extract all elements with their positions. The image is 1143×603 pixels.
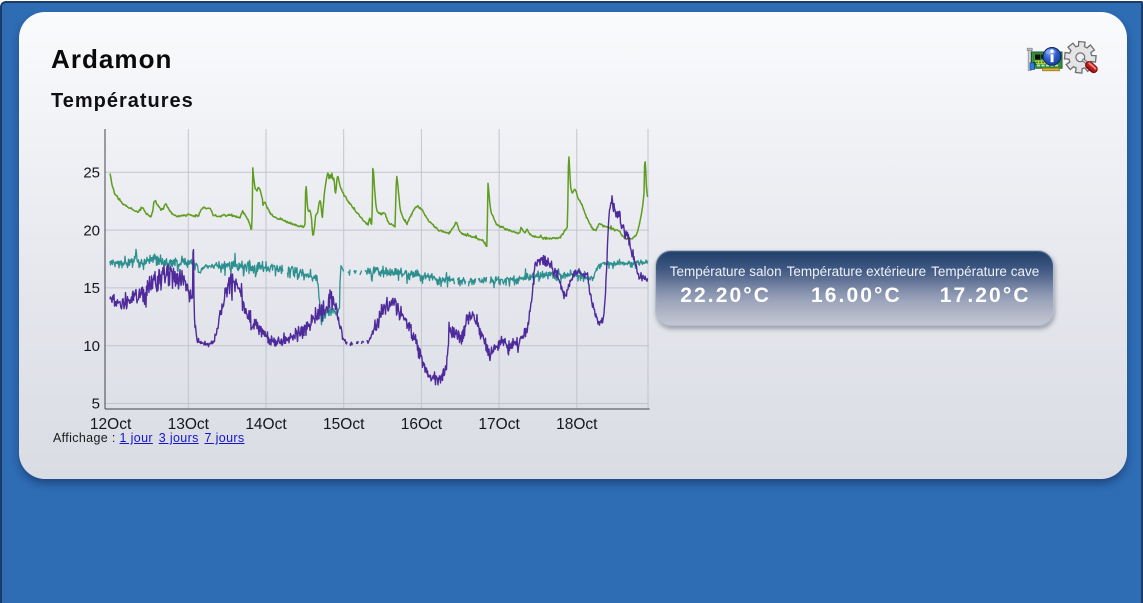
svg-text:16Oct: 16Oct	[401, 416, 443, 433]
svg-text:5: 5	[92, 396, 100, 413]
svg-text:18Oct: 18Oct	[556, 416, 598, 433]
svg-text:12Oct: 12Oct	[90, 416, 132, 433]
svg-text:15: 15	[83, 280, 100, 297]
svg-text:25: 25	[83, 165, 100, 182]
svg-text:13Oct: 13Oct	[168, 416, 210, 433]
svg-text:15Oct: 15Oct	[323, 416, 365, 433]
svg-text:20: 20	[83, 222, 100, 239]
svg-text:14Oct: 14Oct	[245, 416, 287, 433]
svg-text:10: 10	[83, 338, 100, 355]
svg-text:17Oct: 17Oct	[478, 416, 520, 433]
